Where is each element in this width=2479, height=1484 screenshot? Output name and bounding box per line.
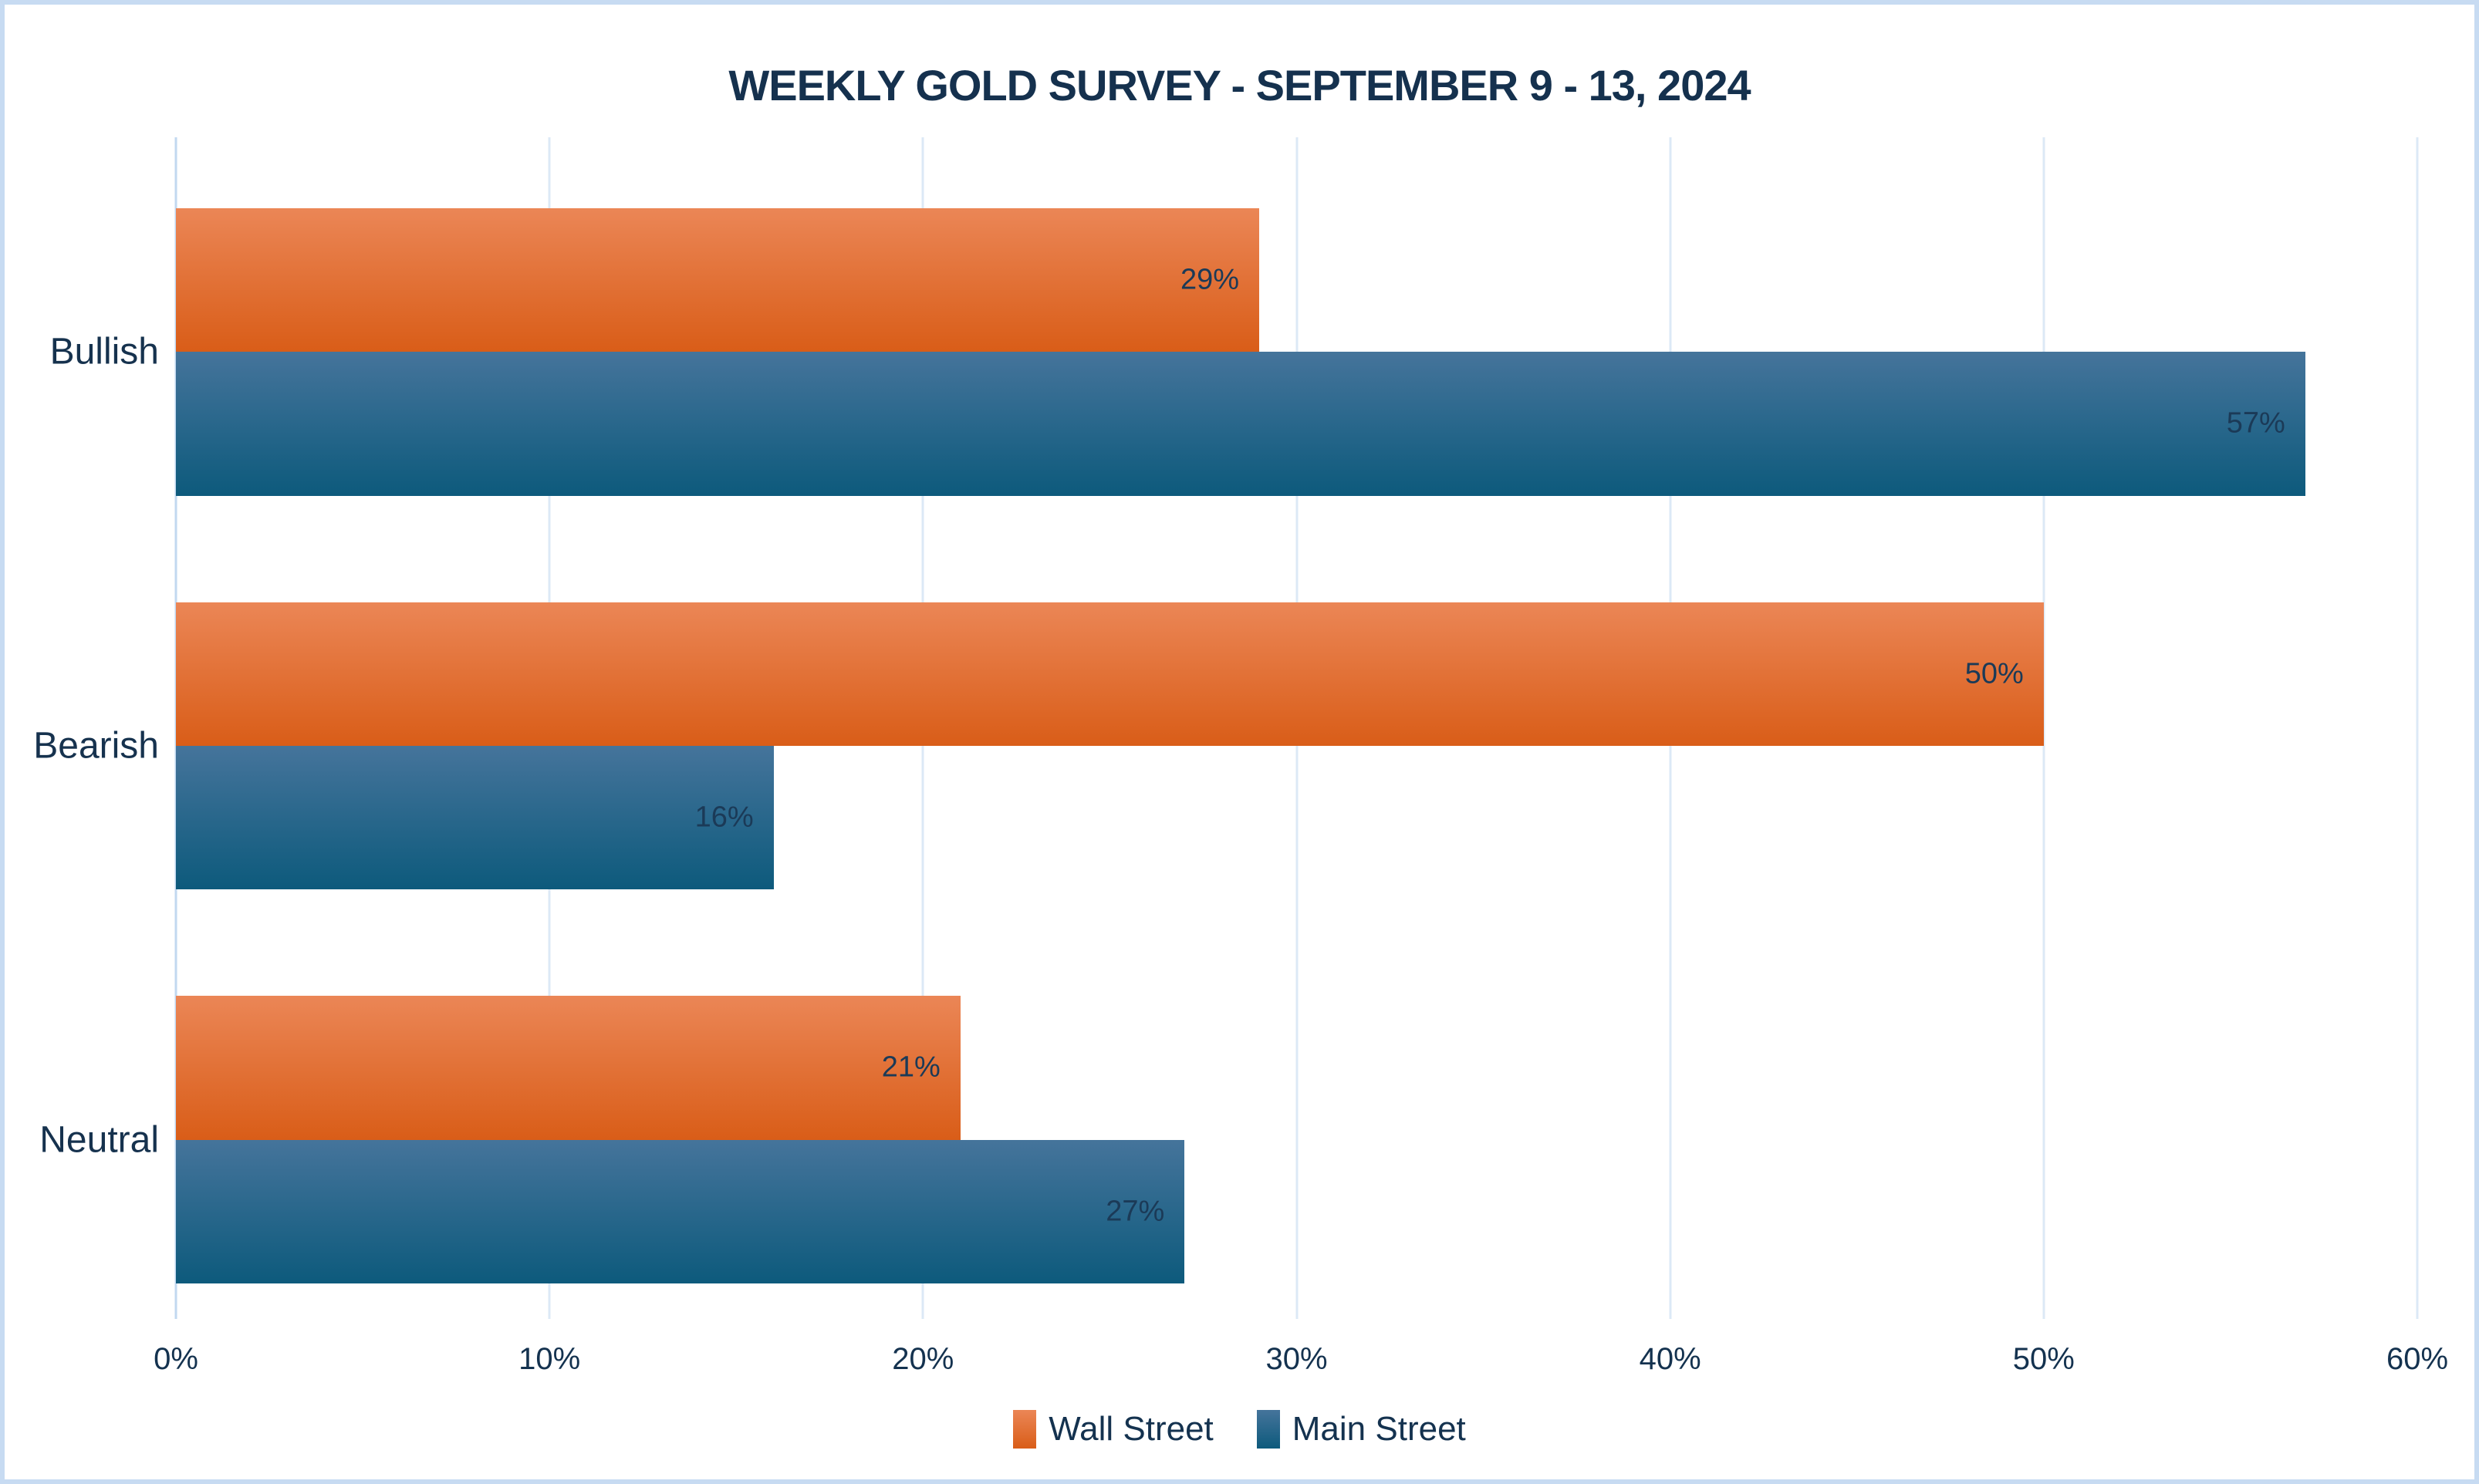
gridline (2042, 137, 2045, 1319)
gridline (2416, 137, 2419, 1319)
x-tick-label: 40% (1639, 1342, 1701, 1376)
bar-value-label: 29% (1180, 263, 1240, 296)
bar-main-street: 27% (176, 1139, 1185, 1283)
x-tick-label: 10% (518, 1342, 581, 1376)
bar-value-label: 21% (881, 1051, 941, 1084)
plot-area: Bullish 29% 57% Bearish 50% 16% Neutral 21% 27% (33, 137, 2419, 1319)
legend-label: Main Street (1292, 1410, 1466, 1448)
legend-swatch-wall-street (1013, 1410, 1037, 1449)
bar-wall-street: 21% (176, 996, 961, 1140)
bar-value-label: 16% (694, 801, 754, 834)
bar-wall-street: 50% (176, 602, 2044, 746)
legend: Wall Street Main Street (5, 1410, 2474, 1449)
x-tick-label: 60% (2386, 1342, 2449, 1376)
chart-title: WEEKLY GOLD SURVEY - SEPTEMBER 9 - 13, 2… (728, 61, 1751, 110)
legend-item-wall-street: Wall Street (1013, 1410, 1214, 1449)
bar-value-label: 50% (1964, 657, 2024, 690)
category-band-bearish: Bearish 50% 16% (33, 531, 2417, 926)
bar-main-street: 57% (176, 352, 2305, 496)
x-tick-label: 20% (892, 1342, 954, 1376)
bar-value-label: 57% (2226, 406, 2285, 440)
x-axis: 0% 10% 20% 30% 40% 50% 60% (154, 1342, 2448, 1388)
legend-swatch-main-street (1256, 1410, 1280, 1449)
legend-label: Wall Street (1049, 1410, 1214, 1448)
bar-main-street: 16% (176, 745, 774, 890)
category-label: Bearish (33, 725, 159, 767)
legend-item-main-street: Main Street (1256, 1410, 1466, 1449)
category-band-neutral: Neutral 21% 27% (39, 925, 2417, 1319)
x-tick-label: 0% (154, 1342, 198, 1376)
category-band-bullish: Bullish 29% 57% (50, 137, 2417, 531)
x-tick-label: 50% (2012, 1342, 2075, 1376)
category-label: Neutral (39, 1119, 159, 1161)
bar-value-label: 27% (1106, 1195, 1165, 1228)
bar-wall-street: 29% (176, 207, 1260, 352)
category-label: Bullish (49, 331, 159, 373)
x-tick-label: 30% (1265, 1342, 1328, 1376)
